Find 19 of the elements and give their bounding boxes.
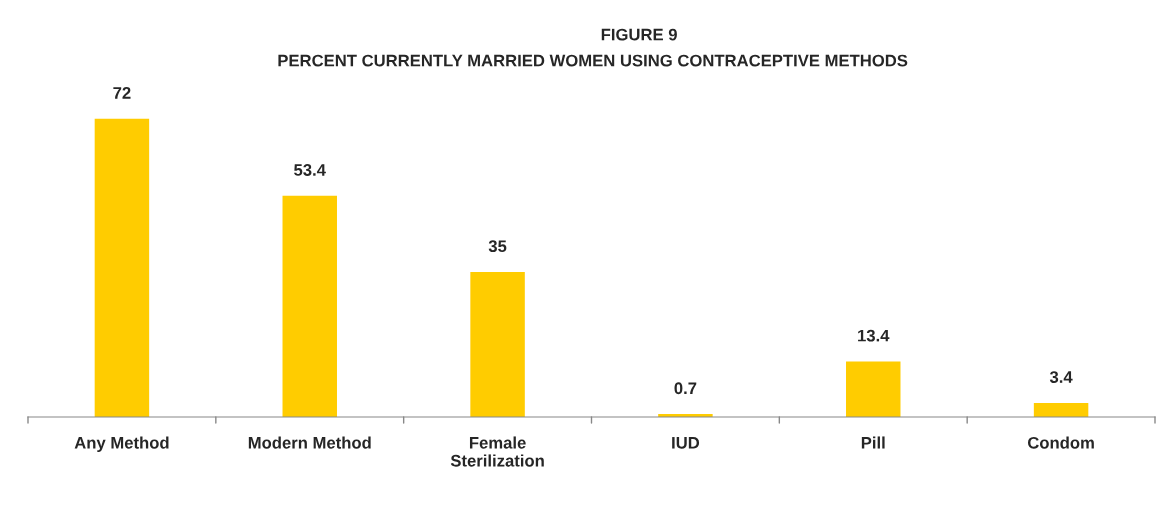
data-label: 13.4 bbox=[858, 329, 890, 342]
data-label: 35 bbox=[488, 240, 507, 253]
bar bbox=[1033, 402, 1089, 417]
bar bbox=[282, 195, 337, 417]
data-label: 3.4 bbox=[1049, 371, 1073, 383]
chart-title: FIGURE 9 bbox=[601, 28, 677, 41]
bar bbox=[846, 361, 901, 417]
bar bbox=[470, 272, 525, 417]
x-tick-label: Condom bbox=[1027, 436, 1094, 449]
x-tick-label: Modern Method bbox=[248, 436, 371, 449]
x-tick-label: Female Sterilization bbox=[450, 436, 544, 467]
bar bbox=[94, 118, 150, 417]
data-label: 72 bbox=[113, 87, 131, 99]
chart-subtitle: PERCENT CURRENTLY MARRIED WOMEN USING CONTRACEPTIVE METHODS bbox=[278, 54, 908, 67]
x-tick-label: IUD bbox=[672, 437, 700, 449]
x-tick-label: Pill bbox=[861, 436, 885, 449]
data-label: 0.7 bbox=[674, 382, 697, 395]
x-tick-label: Any Method bbox=[74, 436, 169, 452]
data-label: 53.4 bbox=[294, 164, 326, 176]
